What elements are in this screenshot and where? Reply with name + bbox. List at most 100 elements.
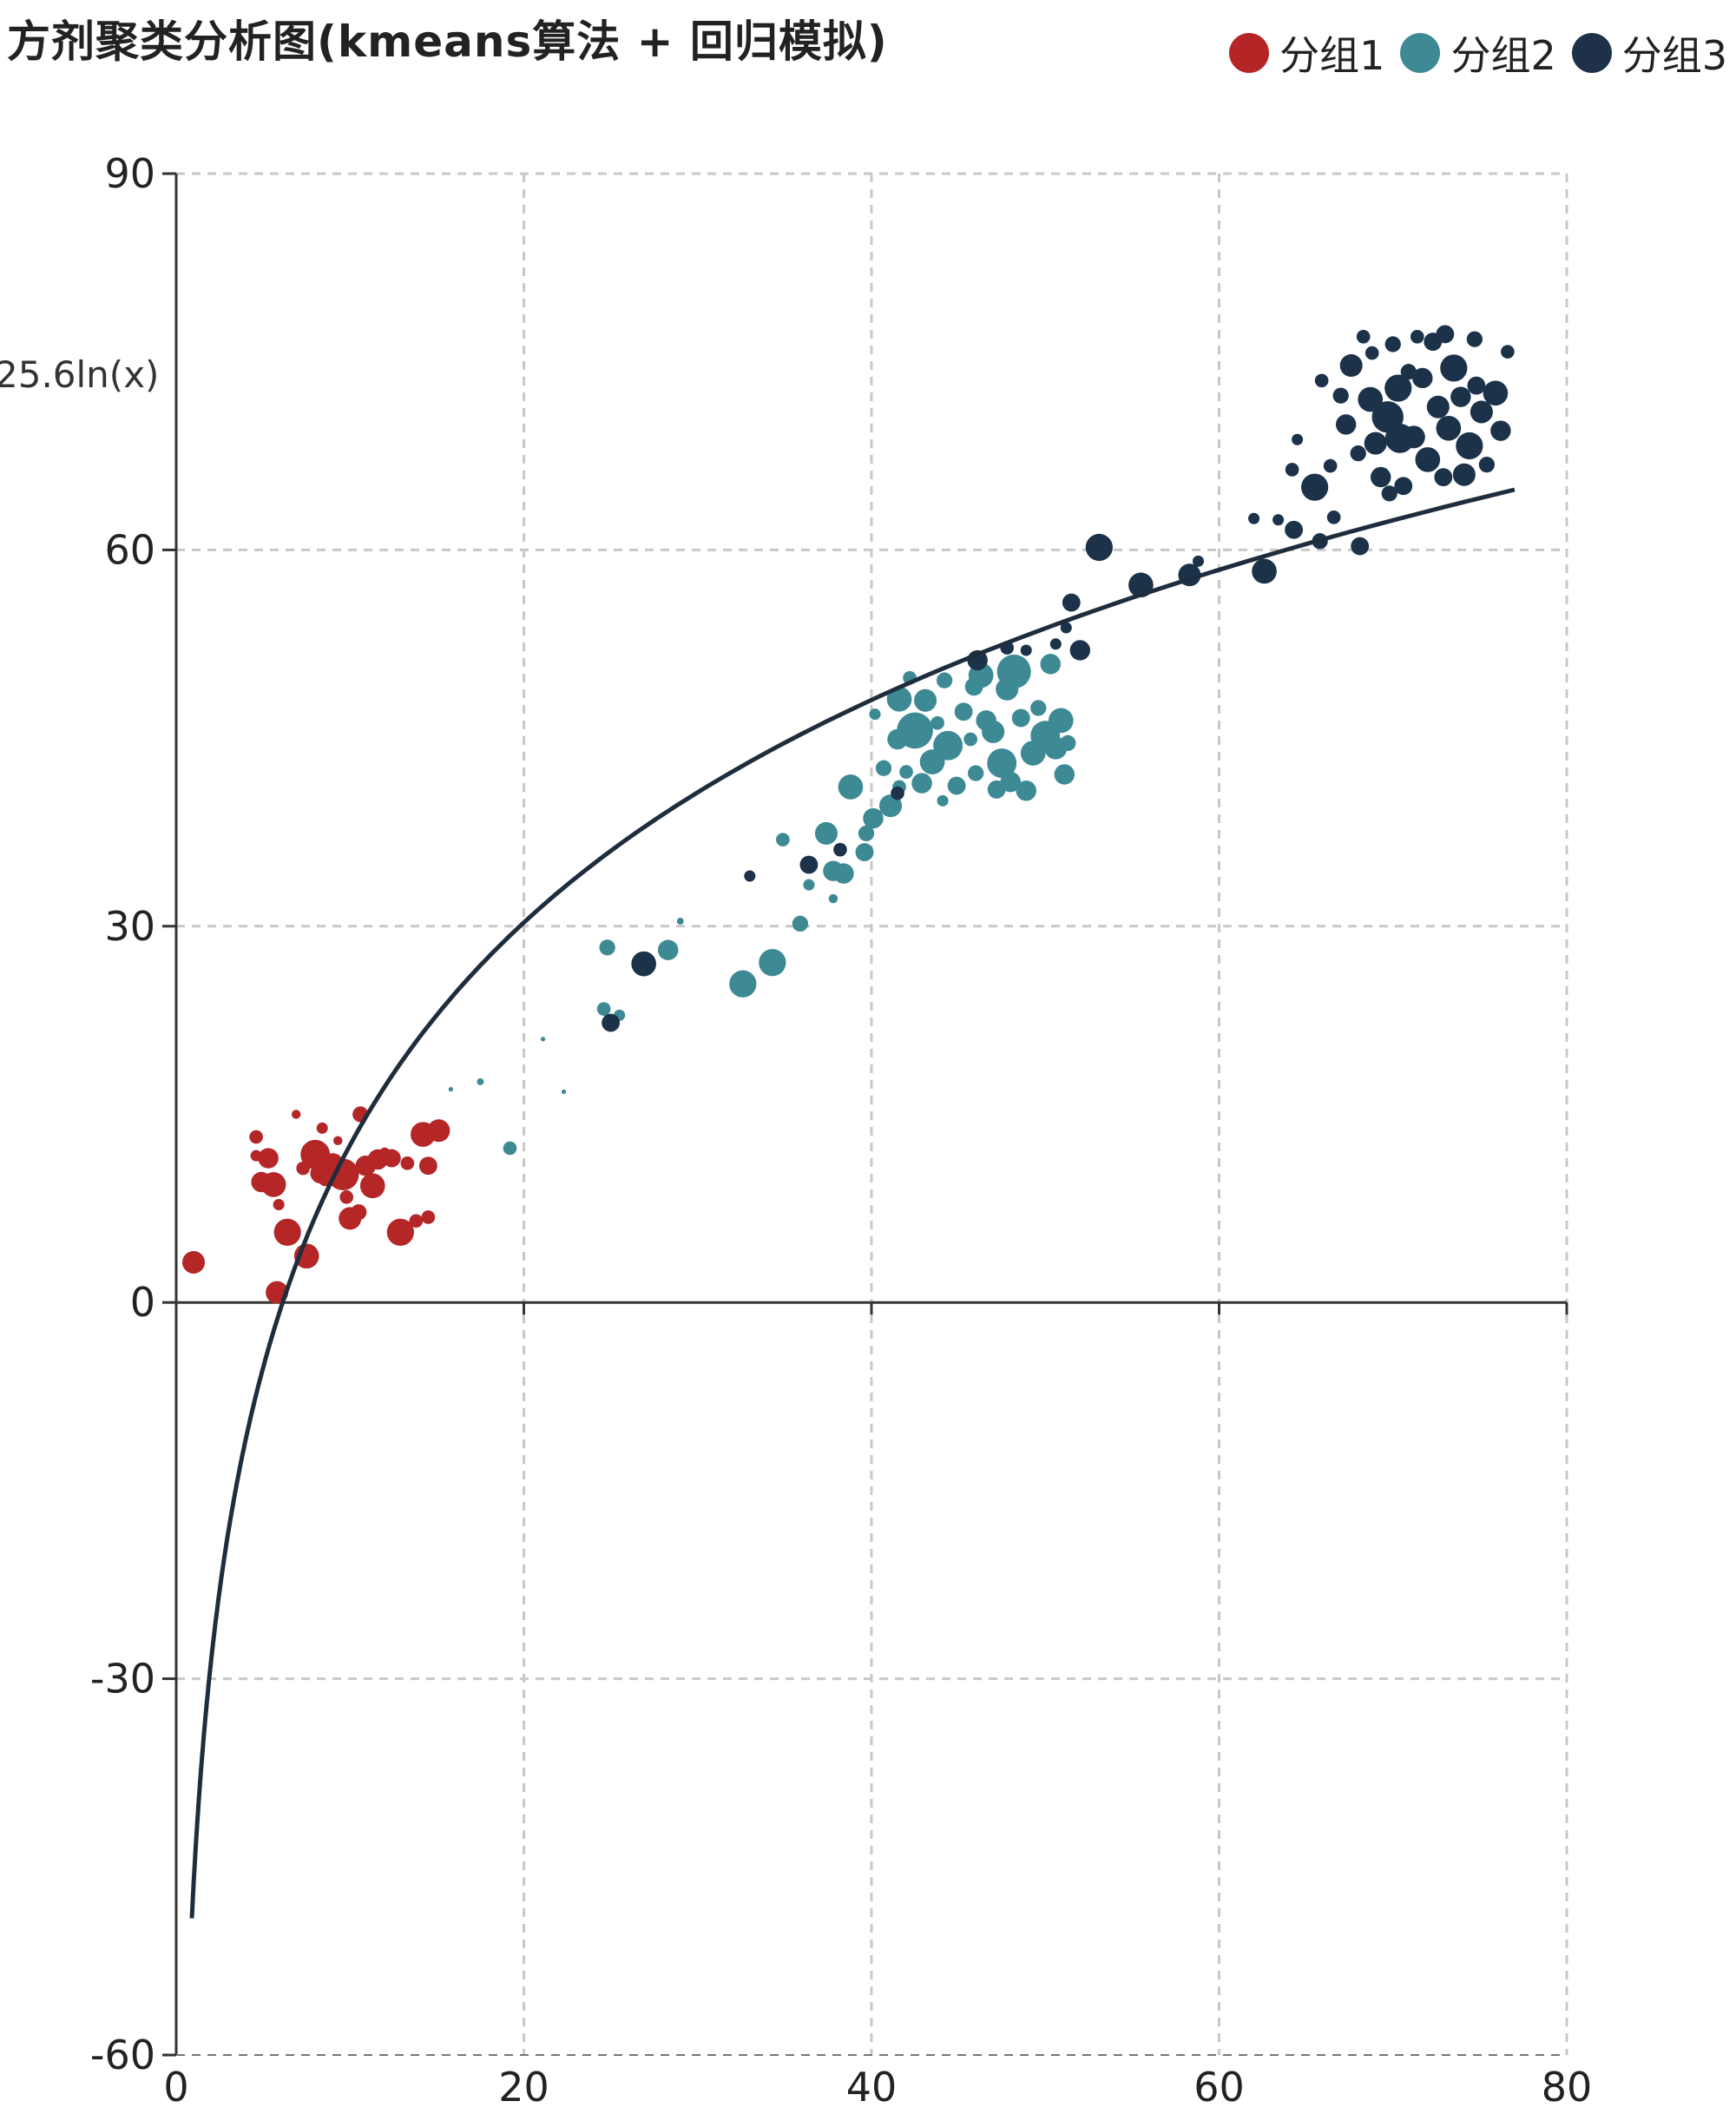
data-point[interactable] [1426, 395, 1450, 418]
data-point[interactable] [982, 720, 1005, 743]
data-point[interactable] [1016, 781, 1036, 801]
data-point[interactable] [249, 1130, 263, 1144]
data-point[interactable] [855, 843, 874, 861]
data-point[interactable] [1335, 414, 1357, 435]
data-point[interactable] [1323, 458, 1338, 473]
data-point[interactable] [987, 748, 1017, 778]
data-point[interactable] [1358, 386, 1384, 412]
data-point[interactable] [1049, 638, 1062, 650]
data-point[interactable] [897, 712, 933, 749]
data-point[interactable] [1351, 537, 1370, 556]
data-point[interactable] [947, 776, 966, 795]
data-point[interactable] [1000, 771, 1021, 793]
data-point[interactable] [1364, 346, 1379, 360]
data-point[interactable] [540, 1037, 546, 1042]
data-point[interactable] [596, 1002, 611, 1016]
data-point[interactable] [1483, 380, 1509, 406]
data-point[interactable] [858, 825, 875, 841]
data-point[interactable] [968, 765, 984, 781]
data-point[interactable] [599, 939, 615, 956]
data-point[interactable] [1252, 558, 1277, 584]
legend-item-group2[interactable]: 分组2 [1400, 24, 1556, 82]
data-point[interactable] [1292, 433, 1304, 445]
data-point[interactable] [759, 949, 786, 977]
data-point[interactable] [911, 773, 932, 794]
data-point[interactable] [182, 1250, 206, 1274]
data-point[interactable] [792, 915, 808, 932]
data-point[interactable] [914, 688, 937, 712]
data-point[interactable] [296, 1161, 310, 1176]
data-point[interactable] [869, 708, 881, 721]
data-point[interactable] [333, 1136, 343, 1146]
data-point[interactable] [448, 1087, 453, 1092]
data-point[interactable] [1332, 387, 1349, 404]
data-point[interactable] [799, 855, 819, 874]
legend-item-group3[interactable]: 分组3 [1571, 24, 1727, 82]
data-point[interactable] [744, 870, 756, 882]
data-point[interactable] [260, 1172, 286, 1197]
data-point[interactable] [258, 1148, 279, 1169]
data-point[interactable] [954, 702, 973, 721]
data-point[interactable] [1402, 425, 1425, 449]
data-point[interactable] [1452, 463, 1476, 486]
data-point[interactable] [1020, 644, 1032, 656]
data-point[interactable] [1371, 466, 1391, 488]
data-point[interactable] [1285, 520, 1304, 539]
data-point[interactable] [1490, 420, 1511, 441]
data-point[interactable] [776, 833, 790, 846]
data-point[interactable] [930, 715, 944, 730]
data-point[interactable] [1011, 708, 1030, 728]
data-point[interactable] [1085, 533, 1113, 562]
data-point[interactable] [1356, 330, 1371, 344]
data-point[interactable] [996, 655, 1031, 689]
data-point[interactable] [382, 1149, 401, 1168]
data-point[interactable] [339, 1190, 354, 1204]
data-point[interactable] [503, 1141, 517, 1156]
data-point[interactable] [477, 1078, 484, 1085]
data-point[interactable] [1466, 331, 1483, 347]
data-point[interactable] [1060, 622, 1072, 634]
data-point[interactable] [1470, 400, 1493, 424]
data-point[interactable] [1054, 764, 1075, 785]
data-point[interactable] [1410, 330, 1424, 344]
data-point[interactable] [1384, 374, 1412, 402]
data-point[interactable] [421, 1210, 436, 1224]
data-point[interactable] [1436, 325, 1455, 344]
data-point[interactable] [1501, 345, 1515, 359]
data-point[interactable] [933, 730, 963, 761]
data-point[interactable] [1030, 700, 1047, 716]
data-point[interactable] [1285, 463, 1299, 477]
data-point[interactable] [1350, 445, 1366, 462]
data-point[interactable] [937, 794, 949, 807]
data-point[interactable] [316, 1122, 328, 1134]
data-point[interactable] [1314, 373, 1329, 388]
data-point[interactable] [863, 807, 884, 829]
legend-item-group1[interactable]: 分组1 [1229, 24, 1384, 82]
data-point[interactable] [964, 677, 983, 696]
data-point[interactable] [1272, 514, 1285, 526]
data-point[interactable] [838, 774, 864, 800]
data-point[interactable] [351, 1204, 367, 1221]
data-point[interactable] [1339, 354, 1363, 378]
data-point[interactable] [631, 951, 656, 977]
data-point[interactable] [273, 1199, 285, 1211]
data-point[interactable] [1192, 555, 1204, 567]
data-point[interactable] [1069, 640, 1091, 661]
data-point[interactable] [359, 1173, 385, 1199]
data-point[interactable] [418, 1156, 437, 1176]
data-point[interactable] [833, 863, 854, 884]
data-point[interactable] [1381, 485, 1397, 502]
data-point[interactable] [886, 687, 912, 712]
data-point[interactable] [729, 970, 757, 998]
data-point[interactable] [1415, 447, 1441, 472]
data-point[interactable] [1412, 367, 1433, 389]
data-point[interactable] [1062, 593, 1081, 612]
data-point[interactable] [602, 1013, 621, 1032]
data-point[interactable] [291, 1110, 301, 1119]
data-point[interactable] [833, 842, 847, 857]
data-point[interactable] [879, 794, 903, 818]
data-point[interactable] [1248, 512, 1260, 524]
data-point[interactable] [400, 1156, 415, 1170]
data-point[interactable] [409, 1214, 424, 1228]
data-point[interactable] [386, 1218, 414, 1246]
